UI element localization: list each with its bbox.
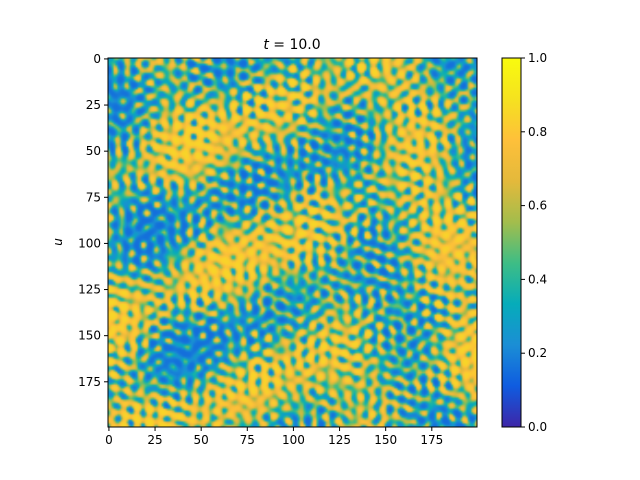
y-tick-label: 0 xyxy=(93,52,101,66)
colorbar-ticks: 0.0 0.2 0.4 0.6 0.8 1.0 xyxy=(521,51,547,434)
colorbar-tick-label: 0.2 xyxy=(528,346,547,360)
colorbar-tick-label: 0.8 xyxy=(528,125,547,139)
heatmap-image xyxy=(108,58,477,427)
colorbar-tick-label: 0.6 xyxy=(528,199,547,213)
colorbar-tick-label: 0.0 xyxy=(528,420,547,434)
x-tick-label: 75 xyxy=(240,433,255,447)
y-tick-label: 100 xyxy=(78,236,101,250)
x-tick-label: 150 xyxy=(374,433,397,447)
x-tick-label: 100 xyxy=(282,433,305,447)
colorbar-gradient xyxy=(501,57,522,428)
x-tick-label: 125 xyxy=(328,433,351,447)
y-axis: 0 25 50 75 100 125 150 175 xyxy=(78,52,108,389)
colorbar-tick-label: 0.4 xyxy=(528,272,547,286)
y-tick-label: 75 xyxy=(86,190,101,204)
y-tick-label: 50 xyxy=(86,144,101,158)
y-tick-label: 175 xyxy=(78,375,101,389)
colorbar: 0.0 0.2 0.4 0.6 0.8 1.0 xyxy=(501,51,547,434)
y-tick-label: 125 xyxy=(78,283,101,297)
y-axis-label: u xyxy=(51,238,65,246)
title-italic: t xyxy=(263,37,269,53)
x-tick-label: 0 xyxy=(105,433,113,447)
x-tick-label: 175 xyxy=(420,433,443,447)
y-tick-label: 25 xyxy=(86,98,101,112)
title-rest: = 10.0 xyxy=(269,37,321,53)
x-axis: 0 25 50 75 100 125 150 175 xyxy=(105,427,443,447)
colorbar-tick-label: 1.0 xyxy=(528,51,547,65)
y-tick-label: 150 xyxy=(78,329,101,343)
plot-frame xyxy=(107,57,478,428)
x-tick-label: 25 xyxy=(147,433,162,447)
heatmap-plot xyxy=(107,57,478,428)
chart-title: t = 10.0 xyxy=(263,37,320,53)
x-tick-label: 50 xyxy=(194,433,209,447)
